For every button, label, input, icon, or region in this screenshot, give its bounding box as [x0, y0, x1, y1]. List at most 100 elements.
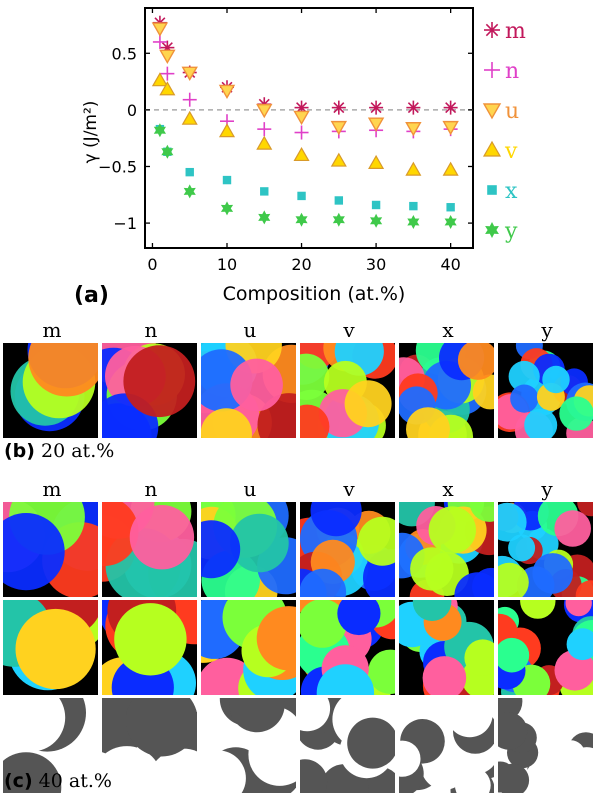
micrograph-tile: [274, 485, 421, 622]
column-header-x: x: [442, 318, 454, 342]
legend-marker-m: [484, 22, 500, 38]
micrograph-image: [3, 312, 106, 438]
x-tick-label: 0: [147, 255, 157, 274]
micrograph-image: [389, 582, 503, 711]
series-v: [151, 72, 459, 176]
micrograph-image: [296, 576, 415, 722]
column-header-u: u: [243, 318, 257, 342]
micrograph-tile: [75, 684, 226, 800]
micrograph-image: [76, 310, 197, 470]
micrograph-image: [75, 684, 226, 800]
micrograph-image: [480, 680, 597, 798]
y-axis-label: γ (J/m²): [81, 101, 101, 164]
legend-marker-u: [482, 103, 502, 120]
legend-label-m: m: [505, 19, 526, 44]
point-m: [369, 100, 384, 115]
legend-marker-y: [485, 222, 499, 238]
micrograph-tile: [174, 317, 321, 460]
legend-label-v: v: [504, 139, 518, 164]
micrograph-image: [0, 564, 108, 695]
plot-area: 0 10 20 30 40 0.5 0 −0.5 −1: [98, 7, 474, 274]
micrograph-image: [186, 671, 321, 800]
point-y: [258, 210, 271, 225]
point-m: [443, 100, 458, 115]
micrograph-tile: [0, 479, 124, 599]
point-n: [182, 92, 197, 107]
micrograph-tile: [0, 564, 108, 695]
micrograph-image: [274, 485, 421, 622]
micrograph-tile: [389, 582, 503, 711]
micrograph-image: [379, 480, 514, 619]
legend-marker-n: [484, 62, 500, 78]
micrograph-tile: [186, 671, 321, 800]
y-tick-label: −0.5: [98, 157, 137, 176]
micrograph-image: [383, 325, 508, 460]
point-m: [331, 100, 346, 115]
y-tick-label: 0: [127, 101, 137, 120]
point-v: [151, 72, 168, 87]
point-u: [367, 117, 385, 132]
point-x: [260, 187, 269, 196]
point-v: [256, 135, 273, 150]
legend-marker-v: [482, 140, 502, 157]
x-axis-label: Composition (at.%): [223, 283, 406, 305]
micrograph-tile: [279, 685, 403, 800]
point-n: [160, 66, 175, 81]
point-x: [371, 200, 381, 210]
point-u: [181, 66, 198, 81]
column-header-n: n: [144, 318, 158, 342]
micrograph-image: [174, 317, 321, 460]
micrograph-image: [490, 332, 597, 450]
point-v: [293, 146, 310, 162]
micrograph-tile: [479, 583, 597, 707]
micrograph-tile: [490, 332, 597, 450]
micrograph-tile: [275, 324, 398, 452]
micrograph-tile: [481, 488, 597, 611]
micrograph-tile: [68, 465, 217, 608]
point-u: [293, 110, 310, 126]
x-tick-label: 40: [440, 255, 460, 274]
point-x: [409, 201, 418, 211]
point-y: [153, 123, 166, 138]
point-v: [368, 154, 385, 169]
column-header-c-v: v: [343, 477, 355, 501]
point-y: [444, 215, 457, 229]
point-u: [442, 120, 459, 136]
caption-c-text: 40 at.%: [32, 770, 112, 792]
point-v: [405, 161, 422, 176]
column-header-y: y: [541, 318, 553, 342]
point-n: [294, 125, 309, 140]
y-tick-label: 0.5: [112, 44, 137, 63]
caption-b-text: 20 at.%: [34, 440, 115, 462]
legend-label-y: y: [504, 219, 518, 244]
micrograph-tile: [383, 325, 508, 460]
column-header-v: v: [343, 318, 355, 342]
column-header-c-y: y: [541, 477, 553, 501]
point-x: [446, 203, 455, 212]
micrograph-tile: [480, 680, 597, 798]
point-y: [161, 144, 174, 159]
point-u: [330, 120, 348, 136]
point-y: [295, 212, 308, 227]
x-tick-label: 20: [291, 255, 311, 274]
micrograph-tile: [175, 484, 315, 618]
point-x: [222, 175, 232, 185]
micrograph-image: [275, 324, 398, 452]
column-header-c-u: u: [243, 477, 257, 501]
point-n: [257, 122, 272, 137]
micrograph-tile: [379, 480, 514, 619]
x-tick-label: 10: [217, 255, 237, 274]
point-v: [330, 152, 347, 167]
point-v: [442, 161, 459, 176]
point-y: [183, 184, 196, 199]
legend-marker-x: [487, 185, 497, 195]
point-u: [405, 122, 422, 137]
point-v: [181, 110, 198, 125]
point-y: [370, 213, 383, 228]
caption-b: (b) 20 at.%: [4, 440, 114, 462]
legend-label-n: n: [505, 59, 519, 84]
micrograph-image: [90, 571, 231, 723]
point-u: [218, 84, 236, 100]
point-x: [297, 191, 306, 201]
